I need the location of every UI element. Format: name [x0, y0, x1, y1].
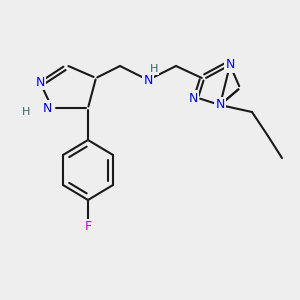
Text: N: N	[43, 101, 52, 115]
Text: F: F	[84, 220, 92, 233]
Text: H: H	[22, 107, 30, 117]
Text: H: H	[150, 64, 158, 74]
Text: N: N	[215, 98, 225, 112]
Text: N: N	[189, 92, 198, 104]
Text: N: N	[143, 74, 153, 86]
Text: N: N	[225, 58, 235, 71]
Text: N: N	[35, 76, 45, 88]
